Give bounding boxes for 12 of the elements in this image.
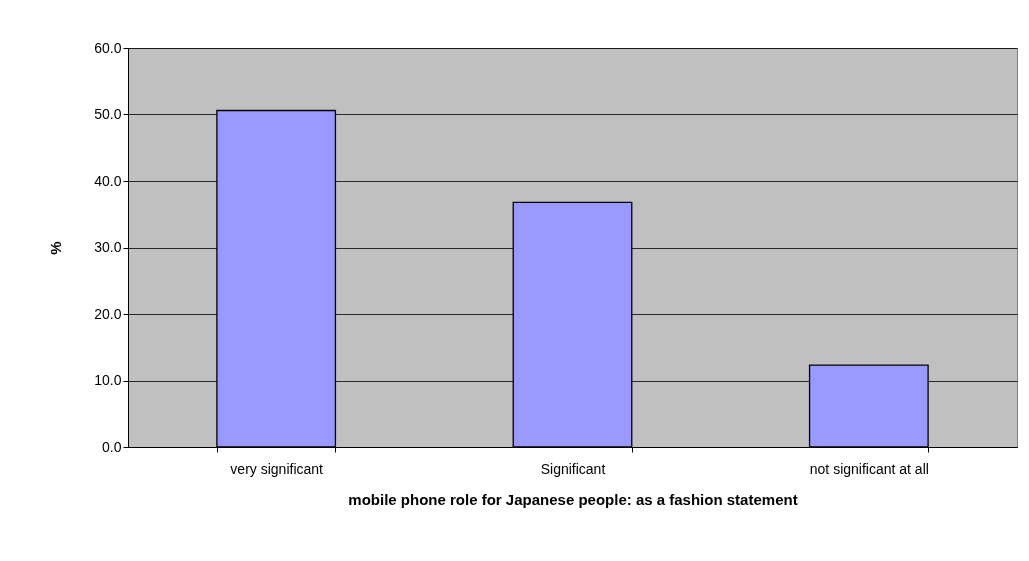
y-axis-title: %: [47, 241, 65, 255]
x-tick-label: not significant at all: [809, 460, 929, 477]
y-tick-label: 0.0: [102, 438, 122, 455]
x-tick-label: very significant: [230, 460, 324, 477]
y-tick-label: 60.0: [94, 39, 122, 56]
y-tick-label: 50.0: [94, 106, 122, 122]
y-tick-label: 40.0: [94, 172, 122, 189]
y-tick-label: 30.0: [94, 239, 122, 255]
y-tick-label: 10.0: [94, 372, 122, 388]
y-tick-label: 20.0: [94, 305, 122, 322]
x-tick-label: Significant: [540, 460, 606, 477]
x-axis-title: mobile phone role for Japanese people: as a fashion statement: [348, 490, 798, 508]
